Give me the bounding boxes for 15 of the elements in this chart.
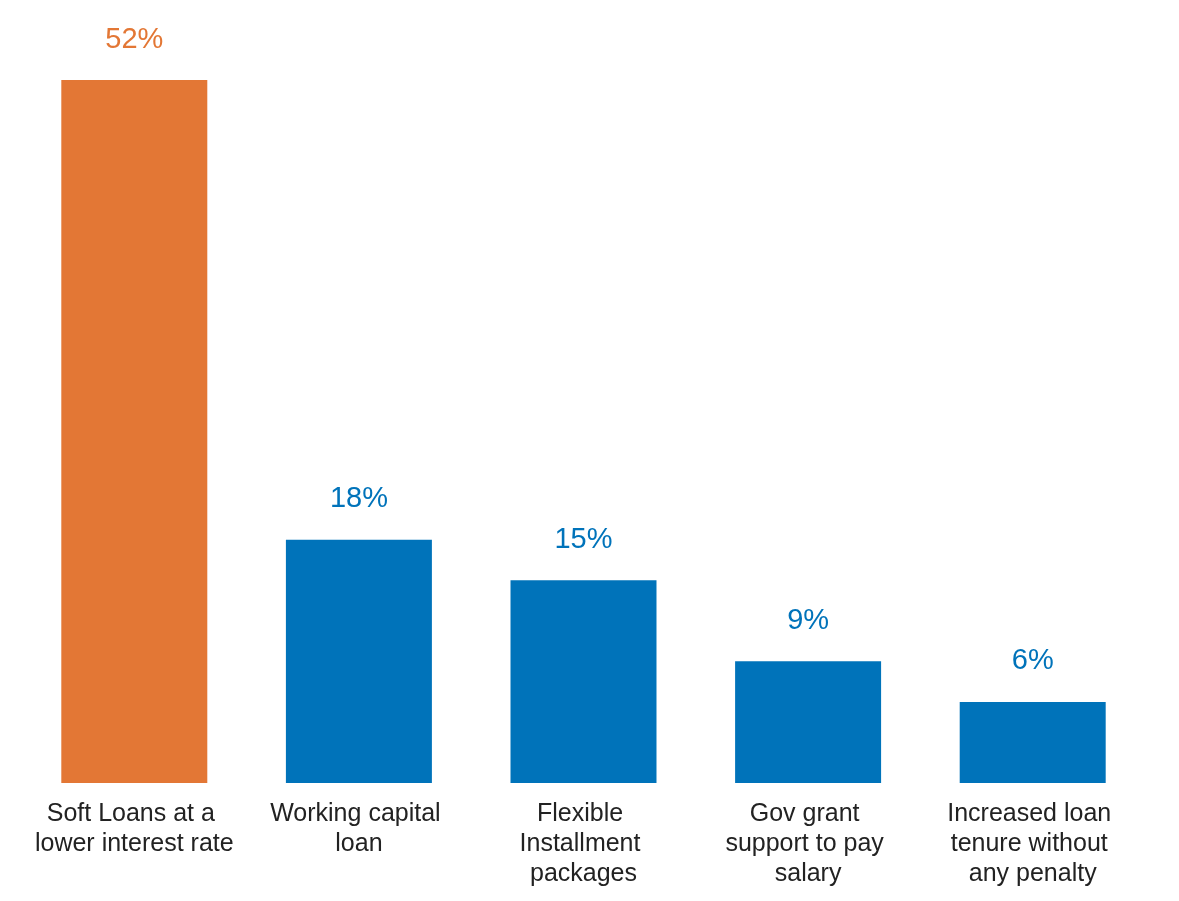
x-tick-label: Gov grant support to pay salary <box>725 798 891 886</box>
x-tick-label: Increased loan tenure without any penalty <box>947 798 1119 886</box>
data-label: 52% <box>105 21 164 54</box>
bar <box>61 80 208 783</box>
bar <box>959 701 1106 783</box>
bar <box>285 539 432 783</box>
data-label: 18% <box>329 481 388 514</box>
data-label: 15% <box>554 521 613 554</box>
data-label: 9% <box>787 602 830 635</box>
x-tick-label: Soft Loans at a lower interest rate <box>34 798 234 856</box>
x-tick-label: Working capital loan <box>270 798 448 856</box>
bar <box>735 661 882 783</box>
data-label: 6% <box>1011 643 1054 676</box>
x-tick-label: Flexible Installment packages <box>519 798 648 886</box>
bar <box>510 580 657 783</box>
